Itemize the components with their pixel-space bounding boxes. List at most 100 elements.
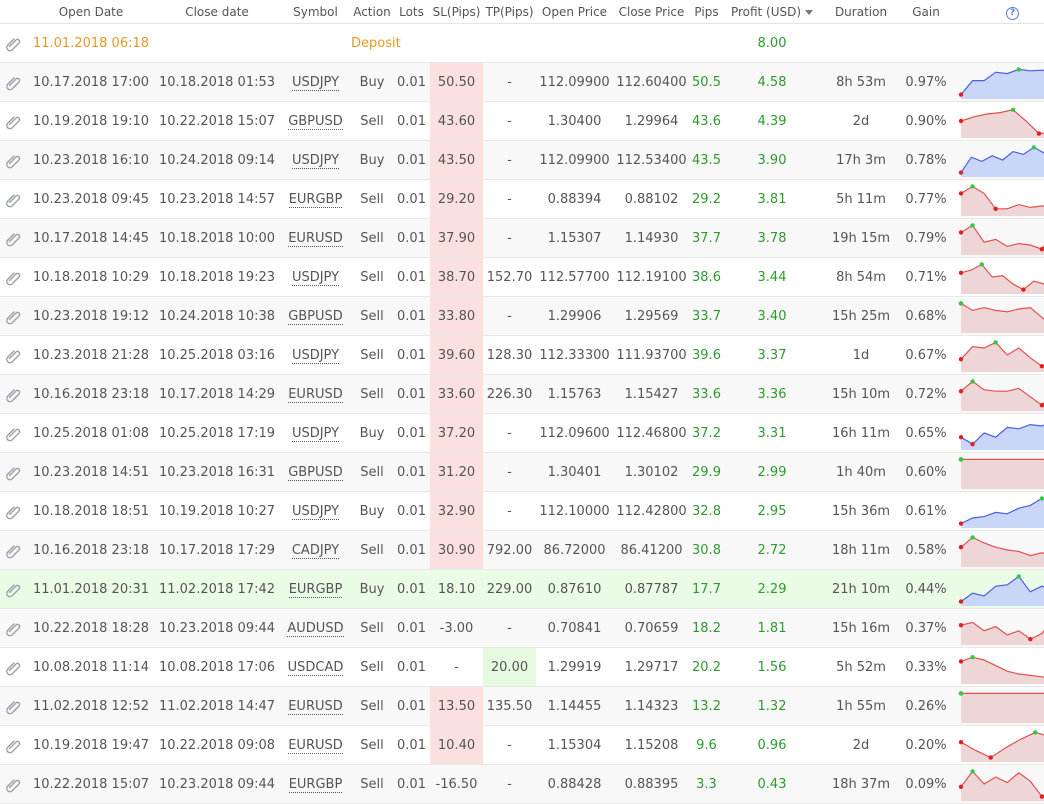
paperclip-icon[interactable]: [5, 502, 23, 520]
paperclip-icon[interactable]: [5, 346, 23, 364]
paperclip-icon[interactable]: [5, 268, 23, 286]
symbol-link[interactable]: USDJPY: [292, 426, 339, 442]
row-icon-cell[interactable]: [0, 726, 28, 765]
paperclip-icon[interactable]: [5, 34, 23, 52]
row-icon-cell[interactable]: [0, 297, 28, 336]
row-icon-cell[interactable]: [0, 336, 28, 375]
header-action[interactable]: Action: [351, 0, 393, 24]
row-icon-cell[interactable]: [0, 609, 28, 648]
header-lots[interactable]: Lots: [393, 0, 430, 24]
paperclip-icon[interactable]: [5, 73, 23, 91]
row-icon-cell[interactable]: [0, 258, 28, 297]
header-help[interactable]: ?: [951, 0, 1044, 24]
header-sl[interactable]: SL(Pips): [430, 0, 483, 24]
row-icon-cell[interactable]: [0, 375, 28, 414]
row-icon-cell[interactable]: [0, 765, 28, 804]
symbol-link[interactable]: EURUSD: [288, 699, 343, 715]
header-duration[interactable]: Duration: [821, 0, 901, 24]
pips: 38.6: [690, 258, 723, 297]
row-icon-cell[interactable]: [0, 414, 28, 453]
paperclip-icon[interactable]: [5, 619, 23, 637]
symbol-link[interactable]: USDJPY: [292, 348, 339, 364]
paperclip-icon[interactable]: [5, 658, 23, 676]
row-icon-cell[interactable]: [0, 492, 28, 531]
row-icon-cell[interactable]: [0, 24, 28, 63]
symbol-link[interactable]: USDJPY: [292, 153, 339, 169]
symbol-link[interactable]: EURGBP: [289, 777, 343, 793]
symbol-link[interactable]: AUDUSD: [287, 621, 343, 637]
paperclip-icon[interactable]: [5, 307, 23, 325]
close-price: 112.60400: [613, 63, 690, 102]
row-icon-cell[interactable]: [0, 648, 28, 687]
header-gain[interactable]: Gain: [901, 0, 951, 24]
symbol-link[interactable]: EURGBP: [289, 582, 343, 598]
header-open-date[interactable]: Open Date: [28, 0, 154, 24]
paperclip-icon[interactable]: [5, 541, 23, 559]
row-icon-cell[interactable]: [0, 531, 28, 570]
symbol-link[interactable]: EURUSD: [288, 231, 343, 247]
symbol-link[interactable]: GBPUSD: [288, 309, 343, 325]
symbol-link[interactable]: CADJPY: [292, 543, 339, 559]
row-icon-cell[interactable]: [0, 219, 28, 258]
sparkline-start-dot: [958, 271, 962, 275]
paperclip-icon[interactable]: [5, 112, 23, 130]
symbol-link[interactable]: USDJPY: [292, 75, 339, 91]
symbol-link[interactable]: EURUSD: [288, 738, 343, 754]
header-open-price[interactable]: Open Price: [536, 0, 613, 24]
symbol-link[interactable]: EURUSD: [288, 387, 343, 403]
gain: 0.68%: [901, 297, 951, 336]
row-icon-cell[interactable]: [0, 687, 28, 726]
header-close-price[interactable]: Close Price: [613, 0, 690, 24]
paperclip-icon[interactable]: [5, 190, 23, 208]
symbol-link[interactable]: USDCAD: [288, 660, 344, 676]
row-icon-cell[interactable]: [0, 63, 28, 102]
paperclip-icon[interactable]: [5, 385, 23, 403]
help-icon[interactable]: ?: [1006, 7, 1019, 20]
symbol-link[interactable]: GBPUSD: [288, 465, 343, 481]
close-price: 112.42800: [613, 492, 690, 531]
header-close-date[interactable]: Close date: [154, 0, 280, 24]
paperclip-icon[interactable]: [5, 229, 23, 247]
symbol-link[interactable]: EURGBP: [289, 192, 343, 208]
stop-loss: 43.60: [430, 102, 483, 141]
symbol-link[interactable]: USDJPY: [292, 270, 339, 286]
header-tp[interactable]: TP(Pips): [483, 0, 536, 24]
paperclip-icon[interactable]: [5, 775, 23, 793]
row-icon-cell[interactable]: [0, 180, 28, 219]
header-pips[interactable]: Pips: [690, 0, 723, 24]
header-profit[interactable]: Profit (USD): [723, 0, 821, 24]
header-symbol[interactable]: Symbol: [280, 0, 351, 24]
symbol-link[interactable]: GBPUSD: [288, 114, 343, 130]
paperclip-icon[interactable]: [5, 736, 23, 754]
row-icon-cell[interactable]: [0, 570, 28, 609]
row-icon-cell[interactable]: [0, 141, 28, 180]
row-icon-cell[interactable]: [0, 453, 28, 492]
row-icon-cell[interactable]: [0, 102, 28, 141]
paperclip-icon[interactable]: [5, 424, 23, 442]
paperclip-icon[interactable]: [5, 697, 23, 715]
paperclip-icon[interactable]: [5, 463, 23, 481]
paperclip-icon[interactable]: [5, 580, 23, 598]
take-profit: -: [483, 297, 536, 336]
symbol-link[interactable]: USDJPY: [292, 504, 339, 520]
paperclip-icon[interactable]: [5, 151, 23, 169]
